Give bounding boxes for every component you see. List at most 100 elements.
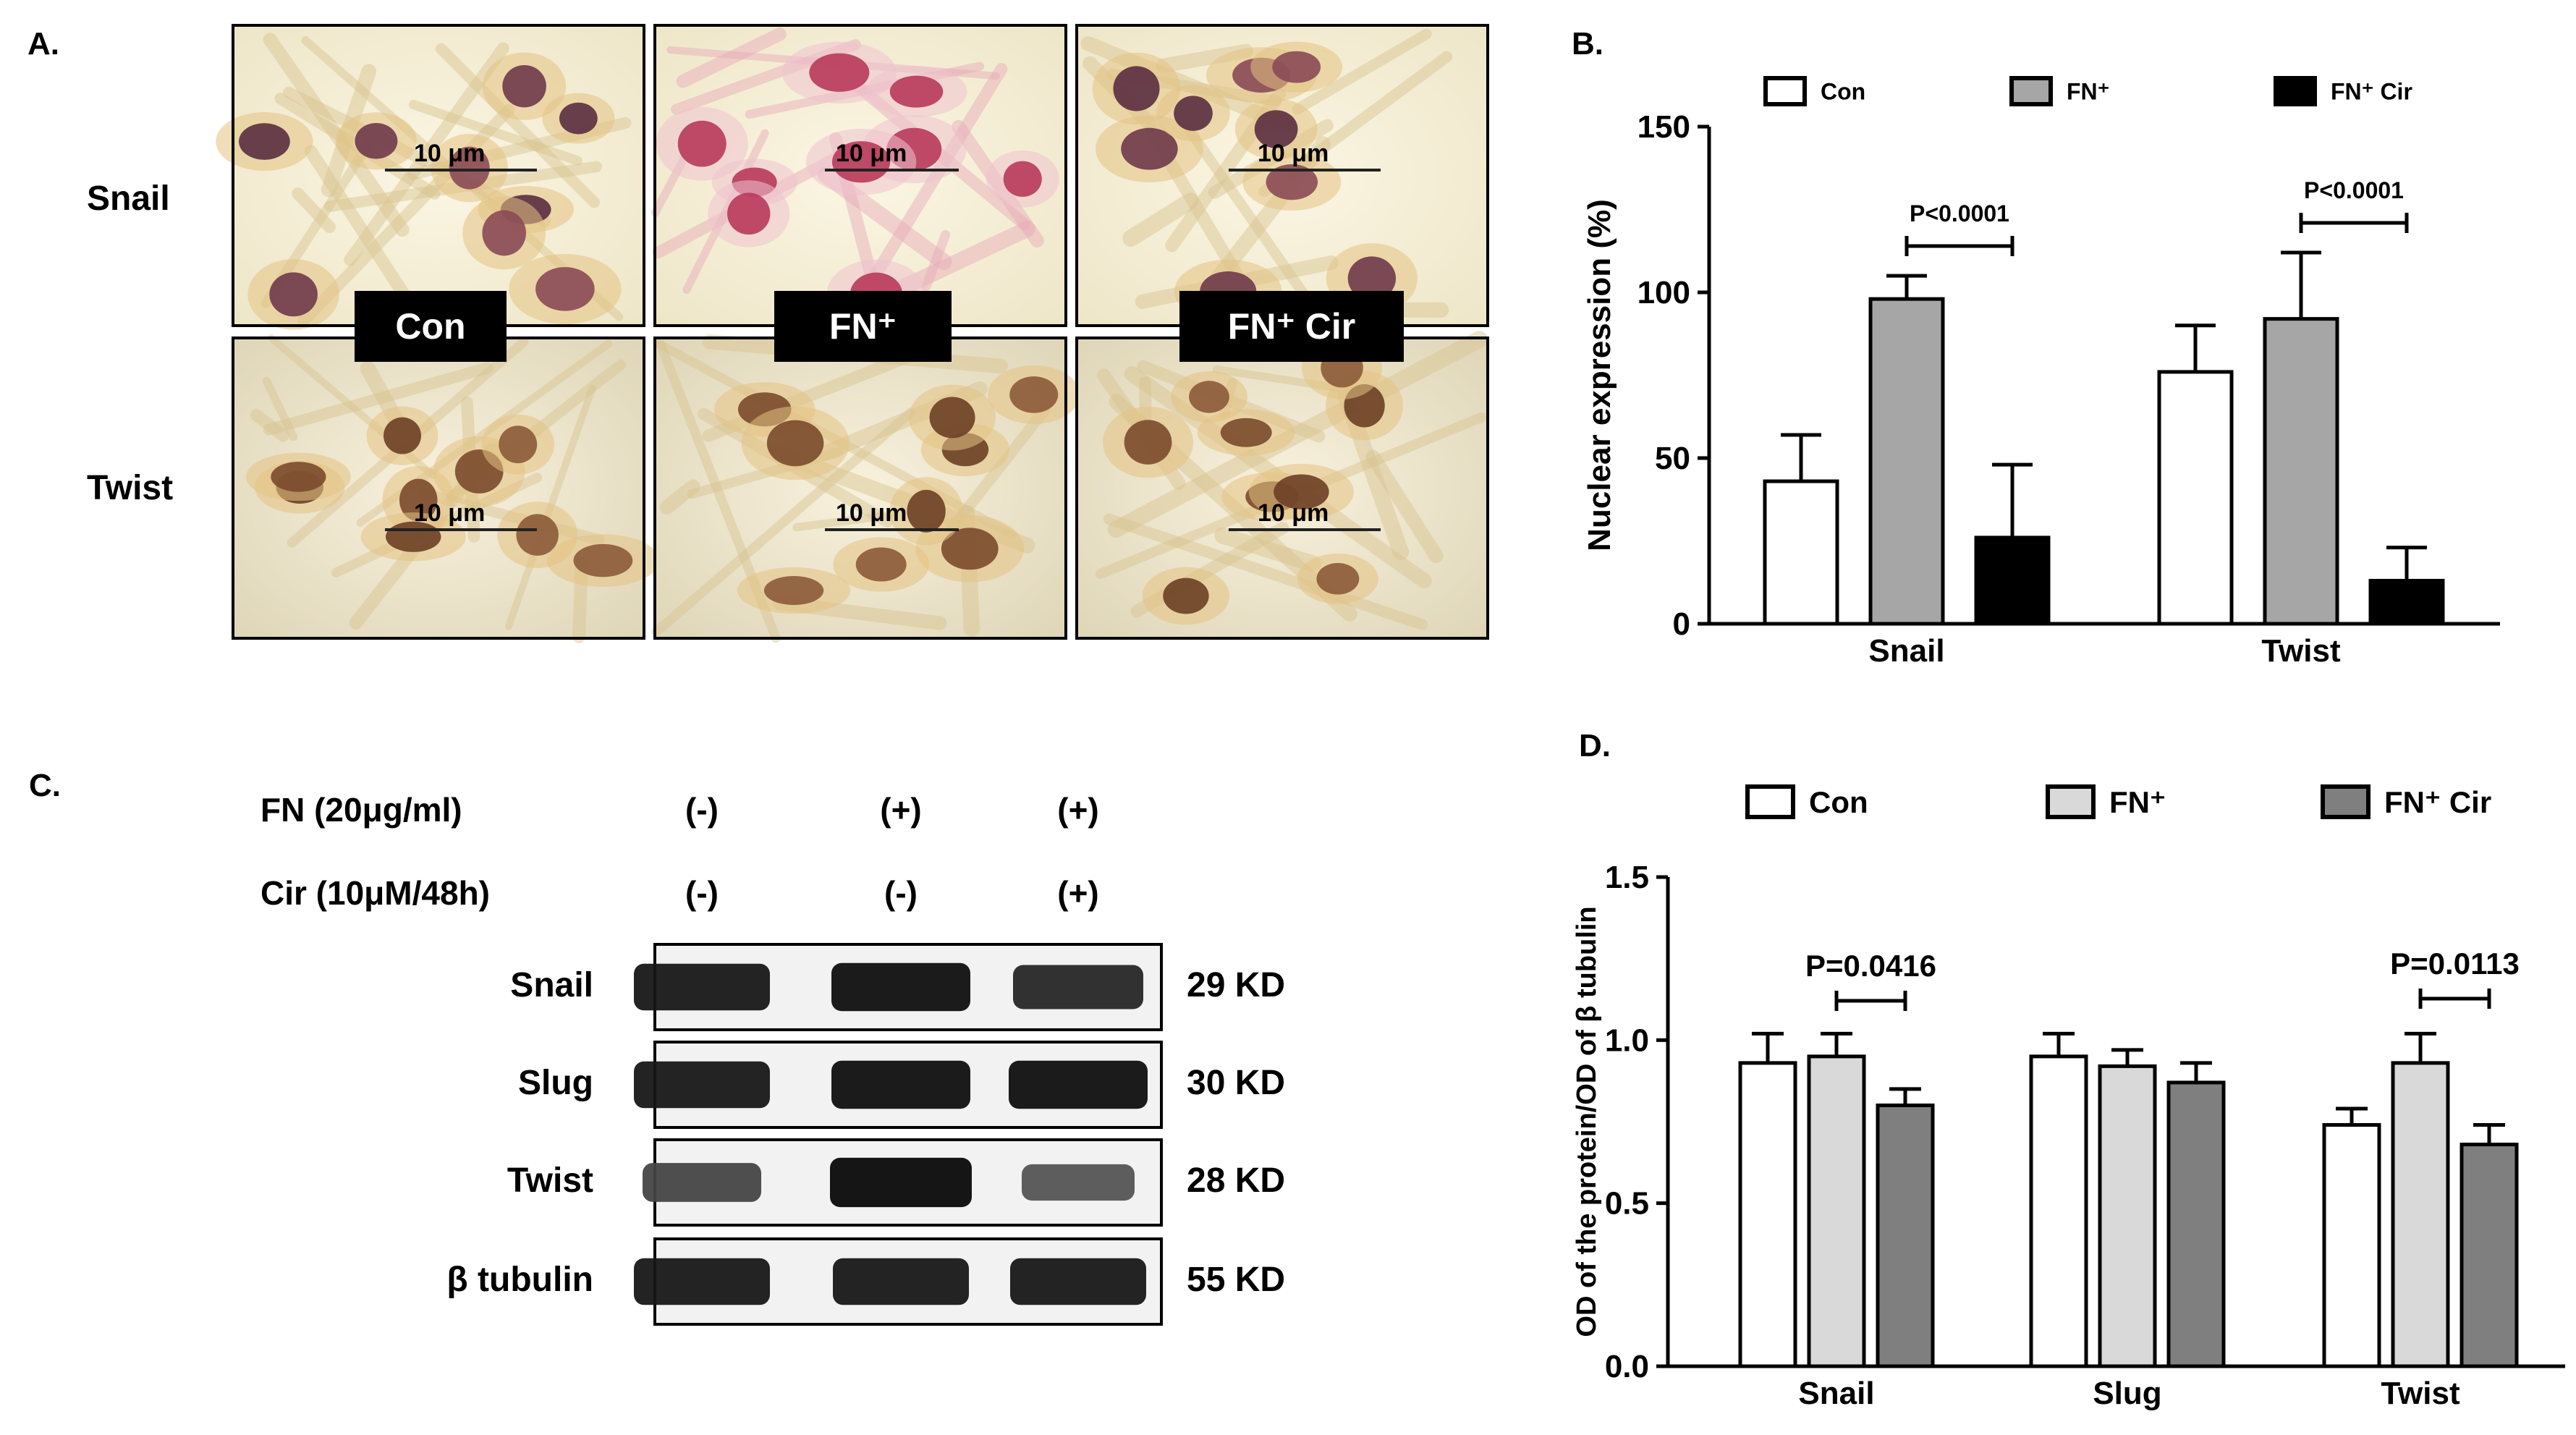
legend-label: FN⁺	[2067, 79, 2110, 105]
blot-size-label: 30 KD	[1187, 1064, 1285, 1102]
cell-nucleus	[559, 102, 598, 135]
y-tick-label: 150	[1637, 109, 1690, 145]
condition-tag-box	[1179, 291, 1404, 362]
blot-row-2: Slug 30 KD	[518, 1041, 1285, 1129]
cell-nucleus	[677, 120, 726, 167]
scale-bar-label: 10 μm	[1258, 499, 1329, 527]
bar	[1738, 1061, 1797, 1368]
row-label-snail: Snail	[87, 179, 170, 218]
bar	[1807, 1054, 1866, 1368]
blot-protein-label: Slug	[518, 1064, 593, 1102]
cell-process	[292, 187, 336, 234]
micrograph-twist-2: 10 μm	[651, 334, 1080, 643]
panel-c-label: C.	[29, 768, 61, 803]
chart-b-nuclear-expression: B. Con FN⁺ FN⁺ Cir 0 50 100 150 Nuclear expressi…	[1572, 26, 2500, 669]
cell-process	[946, 404, 1051, 534]
bar	[2166, 1080, 2226, 1368]
blot-size-label: 28 KD	[1187, 1161, 1285, 1200]
bar	[2460, 1143, 2519, 1368]
y-axis-label: OD of the protein/OD of β tubulin	[1572, 906, 1602, 1337]
bar	[2368, 578, 2445, 626]
cell-nucleus	[1003, 161, 1042, 198]
cell-nucleus	[384, 417, 422, 454]
cell-process	[1103, 513, 1428, 630]
cell-process	[263, 33, 410, 237]
blot-band	[634, 1258, 770, 1305]
cell-process	[262, 376, 298, 441]
micrograph-twist-3: 10 μm	[1075, 331, 1489, 640]
treatment-label: FN (20μg/ml)	[260, 791, 462, 829]
blot-band	[634, 1061, 770, 1109]
blot-size-label: 55 KD	[1187, 1261, 1285, 1299]
micrograph-snail-2: 10 μm	[651, 24, 1067, 329]
cell-process	[263, 362, 493, 436]
legend-swatch	[2046, 784, 2096, 819]
x-tick-label: Twist	[2381, 1376, 2460, 1411]
condition-tag-1: Con	[355, 291, 507, 362]
significance-label: P<0.0001	[1910, 200, 2009, 227]
legend-swatch	[2321, 784, 2370, 819]
cell-nucleus	[269, 272, 318, 317]
blot-protein-label: β tubulin	[446, 1261, 593, 1299]
treatment-mark: (+)	[1057, 791, 1099, 829]
legend-label: FN⁺	[2109, 785, 2166, 819]
cell-process	[659, 479, 700, 515]
y-tick-label: 1.5	[1605, 860, 1649, 895]
y-tick-label: 0.0	[1605, 1349, 1649, 1384]
legend-swatch	[1745, 784, 1795, 819]
condition-tag-box	[774, 291, 952, 362]
row-label-twist: Twist	[87, 469, 173, 507]
cell-nucleus	[573, 543, 633, 577]
cell-nucleus	[1274, 474, 1329, 509]
legend-swatch	[2009, 76, 2053, 106]
cell-nucleus	[907, 489, 946, 533]
cell-process	[1365, 449, 1444, 563]
y-axis-label: Nuclear expression (%)	[1582, 199, 1617, 551]
bar	[1974, 536, 2051, 626]
condition-tag-2: FN⁺	[774, 291, 952, 362]
cell-nucleus	[1174, 96, 1213, 131]
treatment-label: Cir (10μM/48h)	[260, 874, 490, 912]
y-tick-label: 0.5	[1605, 1186, 1649, 1222]
blot-band	[1013, 965, 1143, 1009]
legend-label: FN⁺ Cir	[2331, 79, 2412, 105]
cell-nucleus	[889, 75, 944, 108]
cell-process	[1185, 126, 1324, 321]
micrograph-snail-1: 10 μm	[216, 24, 645, 330]
blot-row-3: Twist 28 KD	[507, 1138, 1285, 1227]
x-tick-label: Twist	[2261, 633, 2341, 669]
micrograph-twist-1: 10 μm	[232, 334, 660, 643]
significance-label: P<0.0001	[2304, 177, 2404, 203]
blot-row-1: Snail 29 KD	[510, 943, 1285, 1031]
cell-nucleus	[535, 267, 595, 311]
scale-bar-label: 10 μm	[414, 499, 485, 527]
significance-label: P=0.0416	[1805, 949, 1936, 983]
legend-swatch	[2274, 76, 2317, 106]
condition-tag-3: FN⁺ Cir	[1179, 291, 1404, 362]
cell-process	[408, 99, 582, 166]
bar	[2322, 1123, 2381, 1368]
cell-process	[1122, 192, 1199, 247]
cell-nucleus	[1254, 110, 1298, 148]
scale-bar-label: 10 μm	[1258, 140, 1329, 167]
cell-nucleus	[1124, 420, 1172, 465]
legend-label: Con	[1809, 785, 1868, 819]
cell-nucleus	[499, 426, 538, 464]
bar	[2157, 370, 2234, 626]
cell-nucleus	[1121, 127, 1178, 170]
cell-process	[651, 407, 916, 637]
blot-band	[634, 963, 770, 1011]
cell-nucleus	[482, 210, 526, 256]
condition-tag-label: FN⁺	[829, 306, 897, 347]
x-tick-label: Snail	[1868, 633, 1944, 669]
scale-bar-label: 10 μm	[836, 499, 907, 527]
cell-nucleus	[1009, 376, 1059, 413]
cell-nucleus	[1220, 418, 1272, 447]
panel-a-micrographs: A. Snail Twist 10 μm 10 μm 10 μm 10 μm 10 μm…	[27, 24, 1489, 643]
cell-nucleus	[727, 192, 771, 235]
cell-nucleus	[399, 478, 438, 522]
bar	[2391, 1061, 2450, 1368]
cell-nucleus	[1163, 577, 1209, 614]
cell-nucleus	[271, 462, 326, 492]
